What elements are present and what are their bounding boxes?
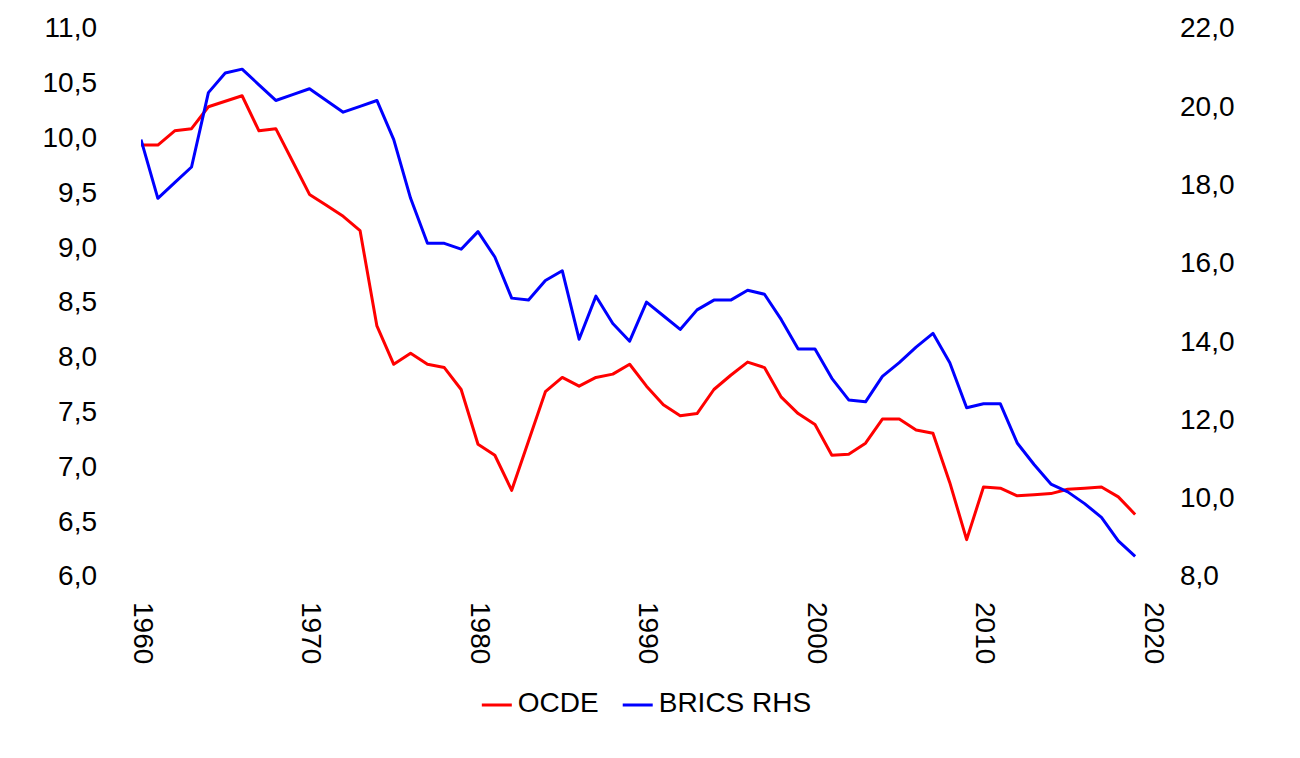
x-tick-label: 1990: [633, 602, 664, 664]
y-tick-label: 10,5: [43, 67, 98, 98]
plot-area: [141, 69, 1135, 556]
y-tick-label: 8,5: [58, 286, 97, 317]
chart: 6,0 6,5 7,0 7,5 8,0 8,5 9,0 9,5 10,0 10,5 11,0 8,0 1…: [0, 0, 1300, 758]
x-tick-label: 2000: [802, 602, 833, 664]
y2-tick-label: 22,0: [1180, 12, 1235, 43]
y2-tick-label: 14,0: [1180, 326, 1235, 357]
y-tick-label: 7,5: [58, 396, 97, 427]
y-tick-label: 9,5: [58, 177, 97, 208]
y-tick-label: 6,5: [58, 506, 97, 537]
y2-tick-label: 8,0: [1180, 560, 1219, 591]
x-tick-label: 2020: [1139, 602, 1170, 664]
x-tick-label: 1980: [465, 602, 496, 664]
y-tick-label: 10,0: [43, 122, 98, 153]
y2-tick-label: 10,0: [1180, 482, 1235, 513]
legend-label: OCDE: [518, 687, 599, 718]
y-tick-label: 7,0: [58, 451, 97, 482]
y-tick-label: 6,0: [58, 560, 97, 591]
x-tick-label: 2010: [970, 602, 1001, 664]
legend-key: [482, 704, 512, 707]
y2-tick-label: 16,0: [1180, 247, 1235, 278]
legend-label: BRICS RHS: [659, 687, 811, 718]
series-line: [141, 96, 1135, 540]
legend: OCDE BRICS RHS: [482, 687, 811, 718]
x-tick-label: 1970: [296, 602, 327, 664]
y2-tick-label: 18,0: [1180, 169, 1235, 200]
y2-tick-label: 12,0: [1180, 404, 1235, 435]
legend-key: [623, 704, 653, 707]
series-line: [141, 69, 1135, 556]
y2-tick-label: 20,0: [1180, 91, 1235, 122]
x-tick-label: 1960: [128, 602, 159, 664]
y-tick-label: 9,0: [58, 232, 97, 263]
y-tick-label: 11,0: [45, 12, 97, 43]
y-tick-label: 8,0: [58, 341, 97, 372]
